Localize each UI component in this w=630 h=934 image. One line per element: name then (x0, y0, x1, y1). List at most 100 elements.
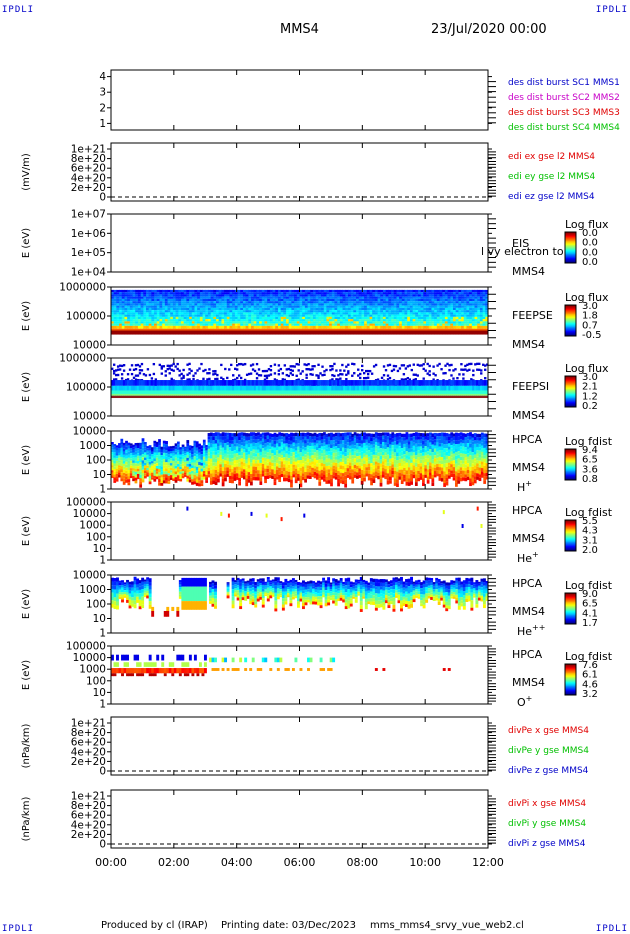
spectrogram-cell (154, 393, 158, 396)
spectrogram-cell (191, 454, 194, 457)
spectrogram-cell (345, 310, 349, 313)
spectrogram-cell (396, 393, 400, 396)
spectrogram-cell (275, 325, 279, 329)
spectrogram-cell (432, 390, 435, 394)
spectrogram-cell (237, 374, 241, 377)
spectrogram-cell (275, 303, 279, 306)
spectrogram-cell (434, 310, 438, 313)
spectrogram-cell (141, 463, 145, 467)
spectrogram-cell (458, 330, 462, 335)
spectrogram-cell (296, 325, 300, 329)
spectrogram-cell (162, 480, 166, 484)
spectrogram-cell (255, 385, 259, 391)
spectrogram-cell (129, 294, 133, 297)
spectrogram-cell (170, 314, 174, 317)
spectrogram-cell (256, 321, 260, 324)
spectrogram-cell (359, 390, 362, 394)
spectrogram-cell (218, 301, 222, 304)
spectrogram-cell (382, 312, 387, 315)
spectrogram-cell (181, 461, 185, 464)
spectrogram-cell (216, 314, 220, 317)
spectrogram-cell (191, 296, 195, 299)
spectrogram-cell (136, 363, 140, 367)
spectrogram-cell (191, 314, 195, 317)
spectrogram-cell (122, 457, 126, 461)
spectrogram-cell (434, 298, 438, 302)
spectrogram-cell (184, 459, 187, 462)
spectrogram-cell (337, 305, 341, 308)
spectrogram-cell (319, 372, 322, 375)
spectrogram-cell (312, 314, 317, 317)
spectrogram-cell (296, 323, 300, 326)
spectrogram-cell (127, 463, 131, 467)
spectrogram-cell (236, 368, 239, 371)
spectrogram-cell (146, 305, 150, 308)
spectrogram-cell (202, 385, 205, 391)
spectrogram-cell (167, 454, 171, 458)
spectrogram-cell (165, 462, 168, 466)
spectrogram-cell (189, 301, 193, 304)
spectrogram-cell (183, 305, 187, 308)
spectrogram-cell (277, 292, 282, 295)
spectrogram-cell (263, 378, 267, 381)
spectrogram-cell (342, 294, 346, 297)
spectrogram-cell (251, 307, 255, 311)
spectrogram-cell (313, 395, 316, 399)
spectrogram-cell (224, 380, 227, 386)
spectrogram-cell (426, 319, 430, 322)
spectrogram-cell (259, 292, 263, 295)
spectrogram-cell (442, 325, 446, 329)
spectrogram-cell (269, 395, 273, 399)
spectrogram-cell (217, 475, 220, 479)
spectrogram-cell (167, 312, 171, 315)
spectrogram-cell (466, 395, 469, 399)
spectrogram-cell (226, 310, 230, 313)
spectrogram-cell (377, 328, 381, 331)
spectrogram-cell (232, 294, 236, 297)
spectrogram-cell (259, 325, 263, 329)
spectrogram-cell (331, 307, 335, 311)
colorbar-swatch (565, 315, 576, 318)
spectrogram-cell (318, 298, 322, 302)
spectrogram-cell (259, 289, 263, 293)
spectrogram-cell (311, 393, 314, 396)
spectrogram-cell (129, 323, 133, 326)
spectrogram-cell (436, 301, 440, 304)
spectrogram-cell (146, 330, 150, 335)
spectrogram-cell (345, 316, 349, 320)
spectrogram-cell (232, 307, 236, 311)
spectrogram-cell (237, 292, 241, 295)
spectrogram-cell (272, 296, 276, 299)
spectrogram-cell (323, 316, 327, 320)
spectrogram-cell (361, 330, 365, 335)
spectrogram-cell (202, 319, 206, 322)
spectrogram-cell (194, 289, 198, 293)
spectrogram-cell (188, 466, 192, 470)
spectrogram-cell (229, 323, 233, 326)
spectrogram-cell (294, 325, 298, 329)
spectrogram-cell (242, 314, 247, 317)
spectrogram-cell (167, 451, 171, 455)
spectrogram-cell (155, 465, 159, 469)
spectrogram-cell (186, 363, 189, 366)
spectrogram-cell (159, 289, 163, 293)
spectrogram-cell (434, 325, 438, 329)
spectrogram-cell (158, 393, 161, 396)
spectrogram-cell (460, 395, 463, 399)
spectrogram-cell (345, 328, 349, 331)
spectrogram-cell (345, 289, 349, 293)
spectrogram-cell (202, 294, 206, 297)
spectrogram-cell (176, 461, 180, 465)
spectrogram-cell (428, 323, 432, 326)
spectrogram-cell (471, 312, 475, 315)
spectrogram-cell (309, 395, 312, 399)
spectrogram-cell (351, 393, 354, 396)
spectrogram-cell (180, 385, 183, 391)
spectrogram-cell (253, 292, 257, 295)
spectrogram-cell (463, 303, 467, 306)
spectrogram-cell (455, 310, 459, 313)
spectrogram-cell (205, 310, 209, 313)
spectrogram-cell (148, 323, 152, 326)
legend-entry: edi ey gse l2 MMS4 (508, 172, 595, 182)
spectrogram-cell (146, 298, 150, 302)
